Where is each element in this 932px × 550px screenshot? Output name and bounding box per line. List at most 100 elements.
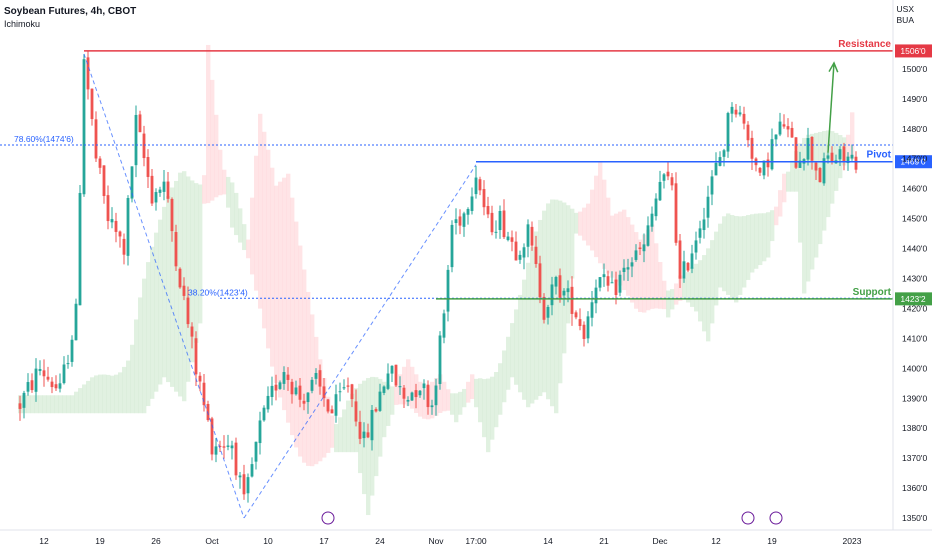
- candle-body: [66, 363, 70, 365]
- candle-body: [50, 381, 54, 388]
- cloud-segment: [378, 378, 383, 457]
- cloud-segment: [190, 180, 195, 363]
- candle-body: [74, 303, 78, 341]
- candle-body: [378, 391, 382, 411]
- cloud-segment: [294, 221, 299, 448]
- cloud-segment: [770, 210, 775, 242]
- cloud-segment: [574, 212, 579, 234]
- cloud-segment: [754, 213, 759, 269]
- cloud-segment: [26, 395, 31, 414]
- cloud-segment: [510, 323, 515, 378]
- candle-body: [542, 296, 546, 320]
- cloud-segment: [366, 378, 371, 516]
- forecast-arrow-shaft: [827, 62, 835, 153]
- cloud-segment: [226, 176, 231, 208]
- candle-body: [634, 250, 638, 260]
- candle-body: [350, 384, 354, 400]
- cloud-segment: [578, 211, 583, 236]
- cloud-segment: [446, 389, 451, 411]
- candle-body: [158, 189, 162, 193]
- cloud-segment: [806, 134, 811, 282]
- cloud-segment: [298, 245, 303, 457]
- candle-body: [498, 211, 502, 231]
- candle-body: [470, 196, 474, 211]
- cloud-segment: [674, 283, 679, 305]
- candle-body: [678, 240, 682, 279]
- cloud-segment: [598, 161, 603, 264]
- cloud-segment: [534, 231, 539, 400]
- cloud-segment: [678, 275, 683, 301]
- support-price-tag: [895, 292, 932, 306]
- cloud-segment: [62, 395, 67, 414]
- cloud-segment: [34, 395, 39, 414]
- cloud-segment: [546, 203, 551, 400]
- candle-body: [502, 210, 506, 238]
- indicator-label: Ichimoku: [4, 19, 41, 29]
- candle-body: [478, 179, 482, 191]
- cloud-segment: [106, 374, 111, 414]
- candle-body: [266, 395, 270, 410]
- cloud-segment: [162, 206, 167, 378]
- cloud-segment: [134, 319, 139, 414]
- cloud-segment: [814, 132, 819, 258]
- candle-body: [86, 57, 90, 90]
- candle-body: [798, 160, 802, 168]
- candle-body: [510, 237, 514, 242]
- event-marker-icon: [741, 511, 755, 525]
- cloud-segment: [262, 131, 267, 329]
- y-tick-label: 1470'0: [902, 154, 928, 164]
- candle-body: [194, 338, 198, 375]
- y-tick-label: 1410'0: [902, 333, 928, 343]
- cloud-segment: [202, 175, 207, 204]
- candle-body: [522, 247, 526, 258]
- resistance-label: Resistance: [838, 39, 891, 50]
- candle-body: [418, 390, 422, 396]
- candle-body: [370, 409, 374, 441]
- x-tick-label: 2023: [843, 536, 862, 546]
- cloud-segment: [230, 182, 235, 228]
- chart-header: Soybean Futures, 4h, CBOT Ichimoku: [4, 5, 136, 31]
- candle-body: [382, 386, 386, 393]
- candle-body: [494, 231, 498, 233]
- cloud-segment: [850, 112, 855, 160]
- pivot-price-text: 1469'0: [900, 157, 926, 167]
- candle-body: [310, 379, 314, 391]
- candle-body: [286, 374, 290, 380]
- cloud-segment: [486, 378, 491, 453]
- cloud-segment: [654, 243, 659, 309]
- candle-body: [538, 263, 542, 298]
- y-tick-label: 1390'0: [902, 393, 928, 403]
- cloud-segment: [274, 185, 279, 383]
- cloud-segment: [626, 217, 631, 296]
- candle-body: [334, 394, 338, 416]
- candle-body: [514, 241, 518, 261]
- cloud-segment: [450, 393, 455, 415]
- candle-body: [38, 369, 42, 371]
- candle-body: [562, 290, 566, 296]
- candle-body: [838, 149, 842, 160]
- candle-body: [654, 198, 658, 217]
- y-tick-label: 1400'0: [902, 363, 928, 373]
- candle-body: [666, 171, 670, 177]
- y-tick-label: 1360'0: [902, 483, 928, 493]
- candle-body: [390, 365, 394, 374]
- candle-body: [78, 192, 82, 306]
- candle-body: [298, 385, 302, 400]
- candle-body: [394, 364, 398, 386]
- candle-body: [658, 181, 662, 201]
- cloud-segment: [94, 375, 99, 414]
- event-marker-icon: [321, 511, 335, 525]
- currency-line-2: BUA: [896, 15, 914, 25]
- cloud-segment: [502, 350, 507, 403]
- candle-body: [186, 297, 190, 325]
- y-tick-label: 1490'0: [902, 94, 928, 104]
- candle-body: [446, 269, 450, 312]
- cloud-segment: [458, 391, 463, 415]
- cloud-segment: [682, 278, 687, 298]
- cloud-segment: [98, 374, 103, 414]
- cloud-segment: [702, 255, 707, 332]
- candle-body: [806, 138, 810, 160]
- cloud-segment: [70, 395, 75, 414]
- cloud-segment: [694, 263, 699, 312]
